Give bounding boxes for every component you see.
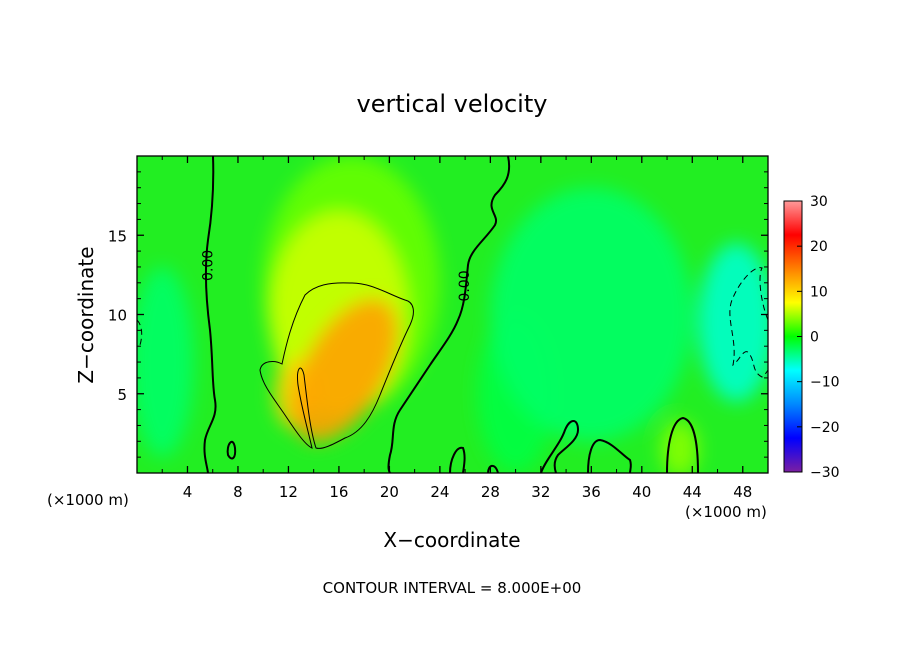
- y-tick-label: 5: [117, 386, 127, 404]
- colorbar-ticks: 30 20 10 0 −10 −20 −30: [797, 194, 840, 481]
- zero-contour-small-1: [226, 440, 237, 460]
- x-tick-label: 32: [531, 483, 550, 501]
- x-tick-label: 4: [183, 483, 193, 501]
- x-unit-left: (×1000 m): [47, 491, 129, 509]
- x-tick-label: 16: [329, 483, 348, 501]
- y-tick-label: 15: [108, 227, 127, 245]
- zero-contour-small-2: [449, 446, 466, 473]
- x-axis-label: X−coordinate: [383, 528, 520, 552]
- x-tick-label: 44: [683, 483, 702, 501]
- zero-contour-small-6: [666, 416, 699, 473]
- zero-contour-left: [203, 156, 217, 473]
- contour-label: 0.00: [457, 270, 473, 301]
- field-blob-6: [698, 243, 768, 402]
- x-tick-label: 12: [279, 483, 298, 501]
- field-blob-2: [490, 187, 693, 442]
- zero-contour-right: [387, 156, 511, 473]
- x-tick-label: 36: [582, 483, 601, 501]
- x-axis: 4 8 12 16 20 24 28 32 36 40 44 48: [161, 156, 752, 501]
- zero-contour-small-5: [587, 438, 632, 473]
- zero-contour-small-4: [540, 420, 580, 473]
- field-blob-4: [660, 420, 699, 473]
- chart-title: vertical velocity: [357, 90, 548, 118]
- x-unit-right: (×1000 m): [685, 503, 767, 521]
- x-tick-label: 40: [632, 483, 651, 501]
- x-tick-label: 28: [481, 483, 500, 501]
- colorbar-tick-label: 20: [810, 239, 828, 255]
- colorbar-tick-label: −30: [810, 465, 840, 481]
- contour-label: 0.00: [201, 250, 217, 281]
- field-blob-3: [137, 266, 194, 458]
- colorbar-tick-label: 10: [810, 284, 828, 300]
- contour-lines: [137, 156, 768, 473]
- colorbar-tick-label: −20: [810, 420, 840, 436]
- colorbar-tick-label: 0: [810, 330, 819, 346]
- positive-contour-8: [259, 282, 414, 449]
- y-tick-label: 10: [108, 307, 127, 325]
- negative-contour-left: [137, 319, 143, 346]
- field-blobs: [137, 156, 768, 473]
- contour-labels: 0.00 0.00: [201, 250, 473, 302]
- x-tick-label: 24: [430, 483, 449, 501]
- x-tick-label: 48: [733, 483, 752, 501]
- y-axis-label: Z−coordinate: [74, 246, 98, 383]
- field-blob-8: [292, 298, 399, 442]
- contour-interval-note: CONTOUR INTERVAL = 8.000E+00: [323, 579, 582, 597]
- x-tick-label: 8: [233, 483, 243, 501]
- zero-contour-small-3: [487, 464, 499, 473]
- colorbar-tick-label: −10: [810, 375, 840, 391]
- field-layer: [137, 156, 768, 473]
- colorbar-tick-label: 30: [810, 194, 828, 210]
- x-tick-label: 20: [380, 483, 399, 501]
- y-axis: 5 10 15: [108, 171, 768, 458]
- negative-contour-right: [729, 267, 768, 378]
